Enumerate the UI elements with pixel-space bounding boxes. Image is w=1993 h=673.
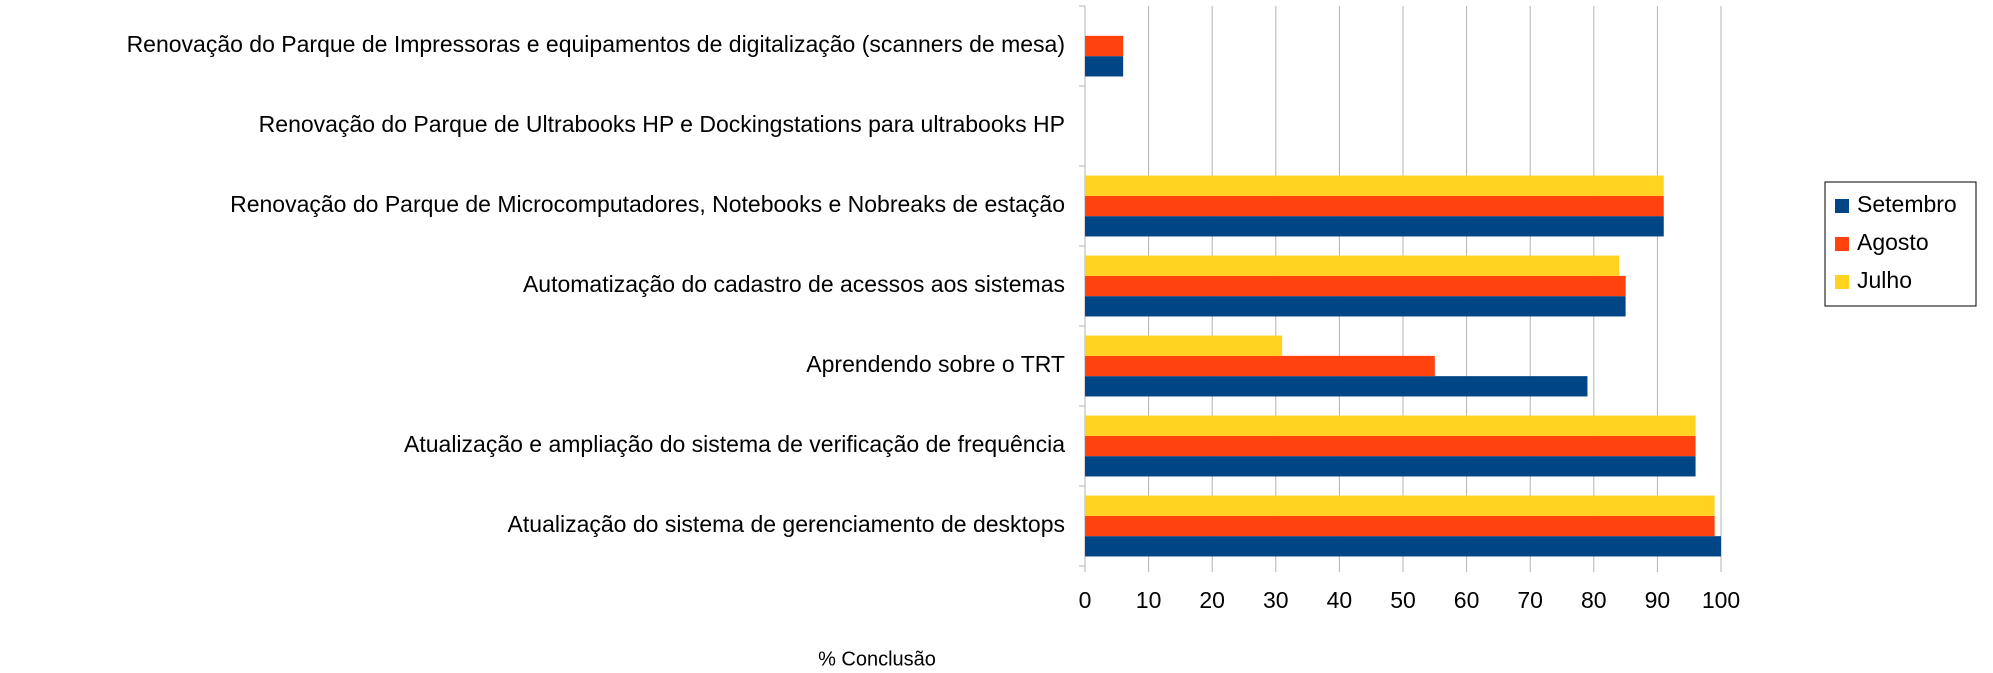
bar bbox=[1085, 275, 1626, 297]
bar bbox=[1085, 255, 1620, 276]
bar bbox=[1085, 355, 1435, 377]
x-tick-label: 40 bbox=[1327, 587, 1353, 613]
bar bbox=[1085, 296, 1626, 317]
bar bbox=[1085, 456, 1696, 477]
x-tick-label: 90 bbox=[1645, 587, 1671, 613]
bar bbox=[1085, 175, 1664, 196]
x-tick-label: 30 bbox=[1263, 587, 1289, 613]
x-tick-label: 70 bbox=[1517, 587, 1543, 613]
x-tick-label: 10 bbox=[1136, 587, 1162, 613]
y-tick-label: Atualização do sistema de gerenciamento … bbox=[508, 511, 1065, 537]
legend-label: Agosto bbox=[1857, 229, 1929, 255]
x-tick-label: 100 bbox=[1702, 587, 1740, 613]
bar bbox=[1085, 536, 1721, 557]
bar bbox=[1085, 335, 1283, 356]
bar bbox=[1085, 376, 1588, 397]
x-axis-label: % Conclusão bbox=[818, 648, 936, 670]
bar bbox=[1085, 56, 1124, 77]
bar bbox=[1085, 495, 1715, 516]
y-tick-label: Automatização do cadastro de acessos aos… bbox=[523, 271, 1065, 297]
x-tick-label: 80 bbox=[1581, 587, 1607, 613]
legend-swatch bbox=[1835, 237, 1849, 251]
x-tick-label: 60 bbox=[1454, 587, 1480, 613]
bar bbox=[1085, 515, 1715, 537]
legend-box bbox=[1824, 181, 1977, 307]
x-tick-label: 50 bbox=[1390, 587, 1416, 613]
legend-swatch bbox=[1835, 199, 1849, 213]
y-tick-label: Renovação do Parque de Impressoras e equ… bbox=[127, 31, 1065, 57]
bar bbox=[1085, 435, 1696, 457]
y-tick-label: Renovação do Parque de Ultrabooks HP e D… bbox=[259, 111, 1065, 137]
bar bbox=[1085, 195, 1664, 217]
y-tick-label: Aprendendo sobre o TRT bbox=[806, 351, 1065, 377]
legend-label: Setembro bbox=[1857, 191, 1957, 217]
bar bbox=[1085, 415, 1696, 436]
y-tick-label: Renovação do Parque de Microcomputadores… bbox=[230, 191, 1065, 217]
bar bbox=[1085, 35, 1124, 57]
legend-swatch bbox=[1835, 275, 1849, 289]
y-tick-label: Atualização e ampliação do sistema de ve… bbox=[404, 431, 1065, 457]
bar bbox=[1085, 216, 1664, 237]
x-tick-label: 20 bbox=[1199, 587, 1225, 613]
legend-label: Julho bbox=[1857, 267, 1912, 293]
x-tick-label: 0 bbox=[1079, 587, 1092, 613]
